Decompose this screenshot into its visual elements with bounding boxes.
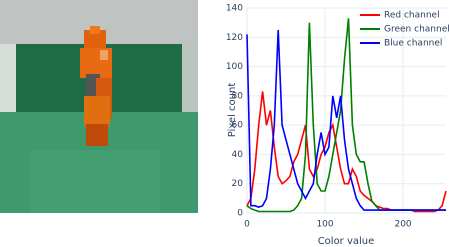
series-line bbox=[246, 29, 446, 211]
y-tick-label: 80 bbox=[232, 91, 244, 101]
legend-label: Blue channel bbox=[384, 39, 442, 49]
legend-label: Red channel bbox=[384, 11, 440, 21]
x-tick-label: 200 bbox=[394, 220, 411, 230]
x-axis-label: Color value bbox=[318, 236, 375, 247]
photo bbox=[0, 0, 198, 213]
y-tick-label: 0 bbox=[237, 209, 243, 219]
y-tick-label: 20 bbox=[232, 179, 244, 189]
y-tick-label: 100 bbox=[226, 62, 243, 72]
x-tick-label: 0 bbox=[244, 220, 250, 230]
y-axis-label: Pixel count bbox=[227, 83, 238, 138]
legend-label: Green channel bbox=[384, 25, 449, 35]
x-tick-label: 100 bbox=[316, 220, 333, 230]
y-tick-label: 40 bbox=[232, 150, 244, 160]
y-tick-label: 60 bbox=[232, 121, 244, 131]
y-tick-label: 140 bbox=[226, 4, 243, 14]
y-tick-label: 120 bbox=[226, 33, 243, 43]
